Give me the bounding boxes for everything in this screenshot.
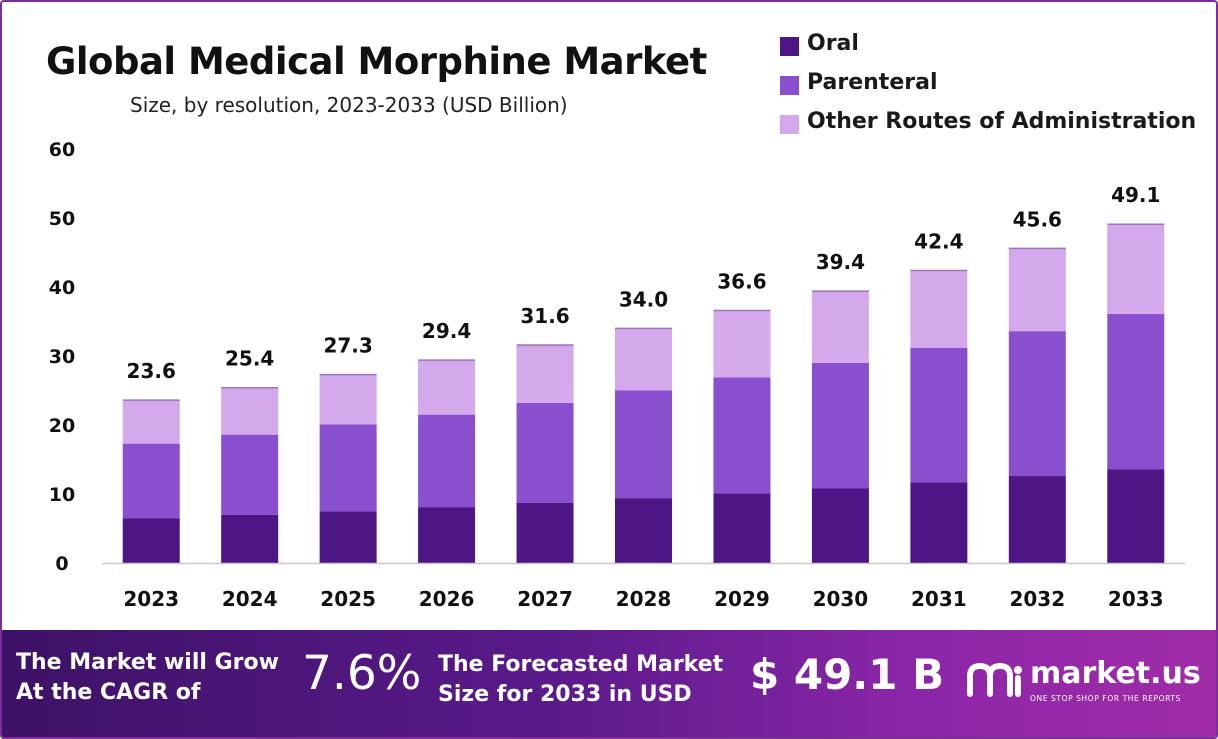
forecast-value: $ 49.1 B [750, 650, 945, 699]
market-us-logo-icon [967, 662, 1022, 697]
legend-swatch-parenteral [780, 76, 799, 95]
bar-segment-other-routes-of-administration [221, 387, 279, 435]
bar-total-label: 31.6 [520, 304, 569, 328]
x-tick-label: 2031 [911, 587, 967, 611]
bar-chart: 010203040506023.6202325.4202427.3202529.… [49, 139, 1185, 611]
bar-segment-other-routes-of-administration [1008, 248, 1066, 332]
bar-segment-parenteral [615, 390, 672, 499]
legend-swatch-oral [780, 37, 799, 56]
brand-name: market.us [1030, 656, 1201, 691]
bar-total-label: 25.4 [225, 347, 274, 371]
bar-segment-other-routes-of-administration [713, 310, 771, 378]
x-tick-label: 2030 [813, 587, 869, 611]
bar-segment-oral [910, 482, 968, 563]
bar-segment-parenteral [1008, 331, 1066, 477]
bar-segment-oral [221, 514, 279, 563]
bar-segment-parenteral [516, 402, 574, 503]
bar-segment-parenteral [910, 347, 968, 483]
legend-label-parenteral: Parenteral [807, 70, 938, 95]
brand-logo[interactable]: market.us ONE STOP SHOP FOR THE REPORTS [966, 656, 1206, 706]
bar-total-label: 45.6 [1013, 207, 1062, 231]
forecast-label: The Forecasted Market Size for 2033 in U… [438, 652, 724, 707]
cagr-value: 7.6% [302, 646, 422, 701]
x-tick-label: 2028 [616, 587, 672, 611]
x-tick-label: 2027 [517, 587, 573, 611]
x-tick-label: 2032 [1009, 587, 1065, 611]
bar-segment-other-routes-of-administration [811, 291, 869, 363]
y-tick-label: 50 [49, 208, 75, 230]
y-tick-label: 10 [49, 484, 75, 506]
bar-segment-parenteral [1107, 313, 1165, 470]
x-tick-label: 2033 [1108, 587, 1164, 611]
bar-segment-other-routes-of-administration [910, 270, 968, 348]
bar-segment-parenteral [221, 434, 279, 515]
bar-segment-oral [811, 488, 869, 563]
cagr-label: The Market will Grow At the CAGR of [16, 650, 279, 705]
bar-total-label: 49.1 [1111, 183, 1160, 207]
bar-segment-parenteral [418, 414, 476, 508]
bar-segment-oral [1008, 476, 1066, 563]
bar-segment-other-routes-of-administration [615, 328, 672, 391]
x-tick-label: 2023 [123, 587, 179, 611]
bar-segment-parenteral [122, 443, 180, 519]
bar-total-label: 34.0 [619, 287, 668, 311]
bar-segment-oral [713, 493, 771, 563]
bar-segment-parenteral [713, 377, 771, 494]
y-tick-label: 60 [49, 139, 75, 161]
legend-swatch-other-routes [780, 115, 799, 134]
legend-label-oral: Oral [807, 31, 859, 56]
bar-segment-parenteral [319, 424, 377, 512]
x-tick-label: 2026 [419, 587, 475, 611]
x-tick-label: 2029 [714, 587, 770, 611]
x-tick-label: 2025 [320, 587, 376, 611]
bar-total-label: 23.6 [127, 359, 176, 383]
bar-segment-oral [319, 511, 377, 563]
bar-segment-other-routes-of-administration [1107, 224, 1165, 314]
y-tick-label: 30 [49, 346, 75, 368]
bar-total-label: 39.4 [816, 250, 865, 274]
bar-total-label: 42.4 [914, 229, 963, 253]
bar-segment-other-routes-of-administration [516, 344, 574, 403]
y-tick-label: 20 [49, 415, 75, 437]
bar-segment-oral [516, 502, 574, 563]
chart-subtitle: Size, by resolution, 2023-2033 (USD Bill… [130, 93, 568, 117]
chart-title: Global Medical Morphine Market [46, 40, 707, 83]
legend-label-other-routes: Other Routes of Administration [807, 109, 1197, 134]
bar-segment-oral [122, 518, 180, 563]
y-tick-label: 40 [49, 277, 75, 299]
bar-segment-other-routes-of-administration [418, 360, 476, 415]
bar-segment-other-routes-of-administration [122, 400, 180, 444]
y-tick-label: 0 [55, 553, 68, 575]
bar-total-label: 36.6 [717, 269, 766, 293]
bar-segment-oral [418, 507, 476, 563]
bar-segment-other-routes-of-administration [319, 374, 377, 425]
brand-tagline: ONE STOP SHOP FOR THE REPORTS [1030, 694, 1181, 703]
bar-total-label: 27.3 [323, 334, 372, 358]
bar-segment-oral [615, 498, 672, 563]
bar-segment-oral [1107, 469, 1165, 563]
footer-banner: The Market will Grow At the CAGR of 7.6%… [2, 630, 1216, 737]
bar-segment-parenteral [811, 362, 869, 489]
x-tick-label: 2024 [222, 587, 278, 611]
bar-total-label: 29.4 [422, 319, 471, 343]
